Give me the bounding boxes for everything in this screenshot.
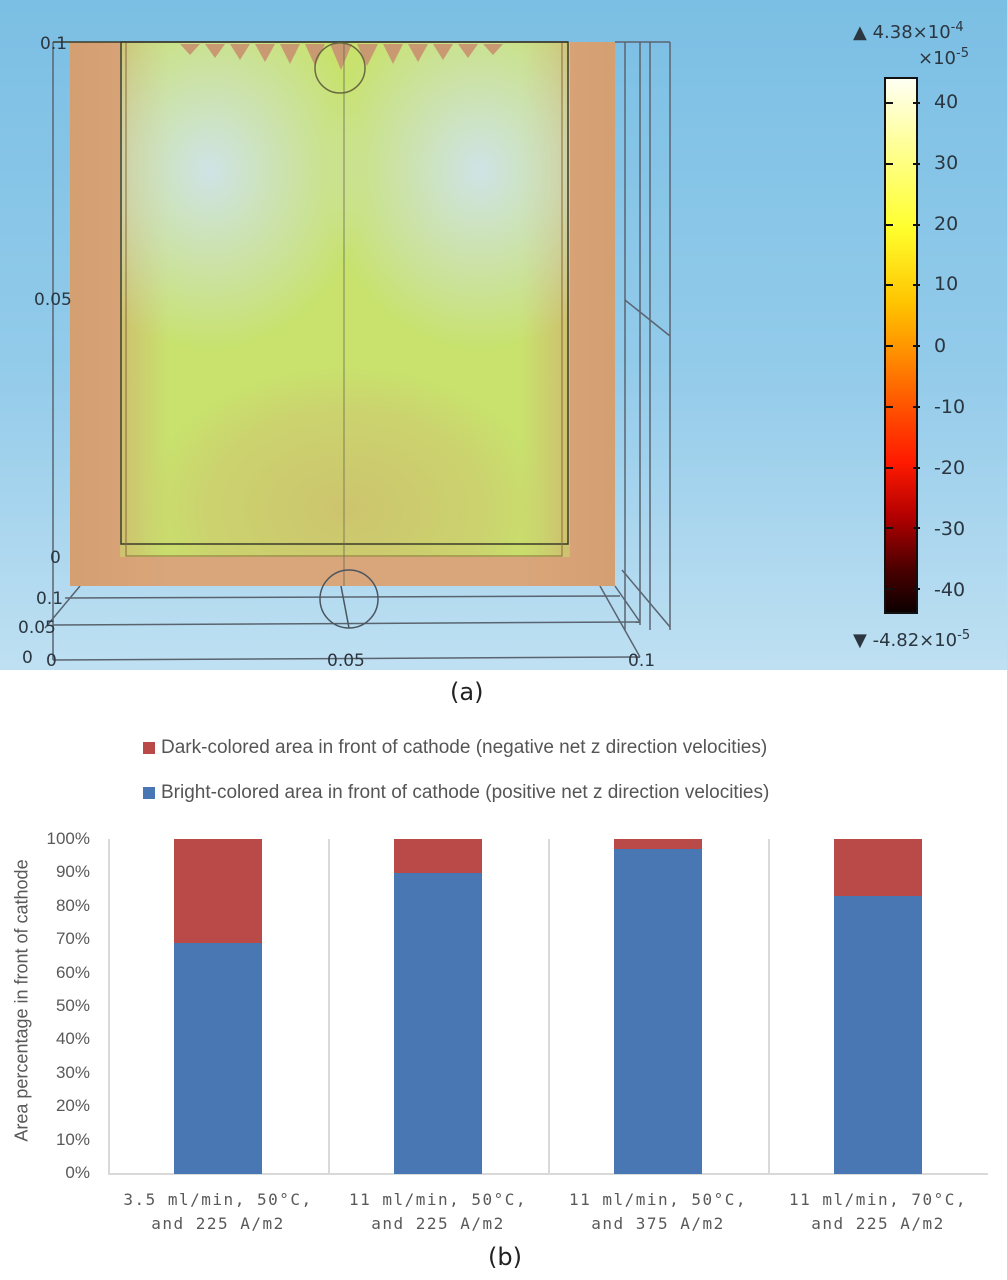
bar-segment (834, 839, 922, 896)
colorbar-scale-label: ×10-5 (918, 46, 969, 69)
stacked-bar-plot (108, 839, 988, 1175)
colorbar (884, 77, 920, 614)
bar-segment (834, 895, 922, 1174)
max-triangle-icon: ▲ (853, 22, 867, 43)
colorbar-tick-label: 0 (934, 335, 947, 357)
colorbar-tick-label: 40 (934, 91, 959, 113)
bar-segment (394, 872, 482, 1174)
z-axis-label-bottom: 0 (50, 548, 61, 568)
bar-segment (614, 839, 702, 850)
colorbar-tick-label: -40 (934, 579, 966, 601)
colorbar-tick-label: -30 (934, 518, 966, 540)
y-axis-label-near: 0 (22, 648, 33, 668)
bar-segment (174, 942, 262, 1174)
x-axis-label-left: 0 (46, 651, 57, 670)
bar-group (834, 839, 922, 1174)
colorbar-tick-label: -10 (934, 396, 966, 418)
z-axis-label-top: 0.1 (40, 34, 68, 54)
legend-swatch-blue (143, 787, 155, 799)
x-axis-label-mid: 0.05 (327, 651, 365, 670)
category-separator (768, 839, 770, 1174)
colorbar-tick-label: 10 (934, 273, 959, 295)
category-separator (548, 839, 550, 1174)
caption-a: (a) (450, 678, 484, 706)
x-category-label: 11 ml/min, 50°C, and 375 A/m2 (568, 1190, 748, 1233)
simulation-contour-panel: 0.1 0.05 0 0.1 0.05 0 0 0.05 0.1 ▲ 4.38×… (0, 0, 1007, 670)
axis-line (108, 839, 110, 1174)
min-triangle-icon: ▼ (853, 630, 867, 651)
x-category-label: 11 ml/min, 50°C, and 225 A/m2 (348, 1190, 528, 1233)
bar-segment (614, 849, 702, 1174)
x-axis-label-right: 0.1 (628, 651, 656, 670)
y-axis-ticks: 100% 90% 80% 70% 60% 50% 40% 30% 20% 10%… (46, 829, 90, 1182)
colorbar-min-label: ▼ -4.82×10-5 (853, 628, 971, 651)
bar-segment (394, 839, 482, 873)
simulation-3d-view (44, 41, 671, 661)
colorbar-max-label: ▲ 4.38×10-4 (853, 20, 964, 43)
bar-segment (174, 839, 262, 943)
bar-group (614, 839, 702, 1174)
x-category-label: 3.5 ml/min, 50°C, and 225 A/m2 (123, 1190, 313, 1233)
colorbar-tick-label: 30 (934, 152, 959, 174)
category-separator (328, 839, 330, 1174)
colorbar-tick-label: 20 (934, 213, 959, 235)
legend-item-bright: Bright-colored area in front of cathode … (143, 782, 769, 804)
colorbar-tick-label: -20 (934, 457, 966, 479)
z-axis-label-mid: 0.05 (34, 290, 72, 310)
x-category-label: 11 ml/min, 70°C, and 225 A/m2 (788, 1190, 968, 1233)
y-axis-label-far: 0.1 (36, 589, 64, 609)
bar-group (174, 839, 262, 1174)
legend-swatch-red (143, 742, 155, 754)
legend-item-dark: Dark-colored area in front of cathode (n… (143, 737, 767, 759)
x-axis-line (108, 1173, 988, 1175)
bar-group (394, 839, 482, 1174)
caption-b: (b) (488, 1243, 522, 1271)
y-axis-label-mid: 0.05 (18, 618, 56, 638)
